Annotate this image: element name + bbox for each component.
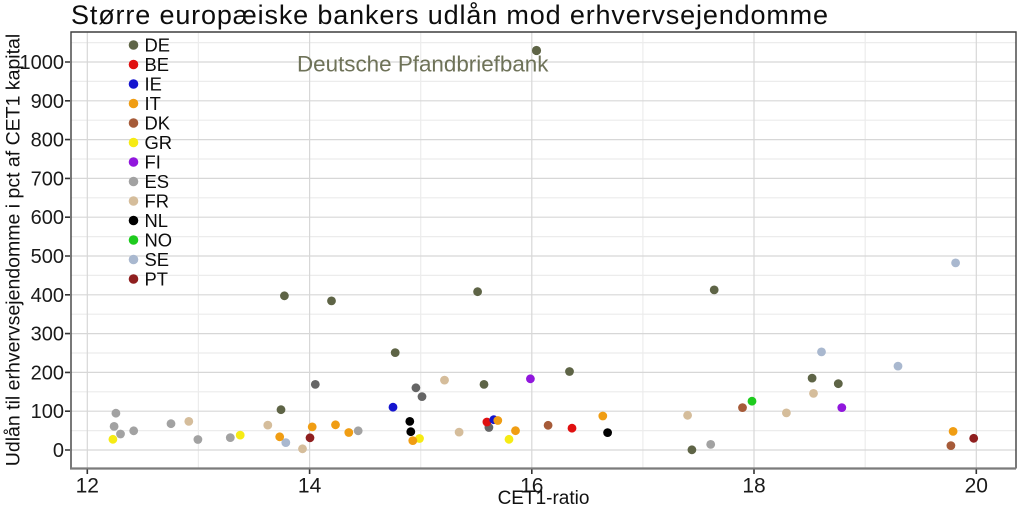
svg-text:500: 500 <box>31 246 64 268</box>
svg-text:IT: IT <box>145 93 161 114</box>
svg-text:NO: NO <box>145 230 173 251</box>
svg-text:ES: ES <box>145 171 170 192</box>
svg-text:CET1-ratio: CET1-ratio <box>498 488 590 509</box>
svg-text:16: 16 <box>520 475 543 498</box>
svg-text:20: 20 <box>965 475 988 498</box>
svg-text:400: 400 <box>31 285 64 307</box>
svg-text:700: 700 <box>31 168 64 190</box>
svg-text:DK: DK <box>145 113 171 134</box>
svg-text:PT: PT <box>145 269 169 290</box>
svg-text:FR: FR <box>145 191 170 212</box>
svg-text:200: 200 <box>31 362 64 384</box>
svg-text:800: 800 <box>31 130 64 152</box>
svg-text:1000: 1000 <box>20 52 65 74</box>
svg-text:Deutsche Pfandbriefbank: Deutsche Pfandbriefbank <box>297 52 549 77</box>
svg-text:0: 0 <box>53 440 64 462</box>
svg-text:600: 600 <box>31 207 64 229</box>
svg-text:IE: IE <box>145 74 162 95</box>
svg-text:900: 900 <box>31 91 64 113</box>
svg-text:BE: BE <box>145 54 170 75</box>
svg-text:Større europæiske bankers udlå: Større europæiske bankers udlån mod erhv… <box>71 0 829 30</box>
svg-text:SE: SE <box>145 249 170 270</box>
svg-text:NL: NL <box>145 210 169 231</box>
svg-text:GR: GR <box>145 132 173 153</box>
svg-text:100: 100 <box>31 401 64 423</box>
svg-text:DE: DE <box>145 35 171 56</box>
svg-text:Udlån til erhvervsejendomme i: Udlån til erhvervsejendomme i pct af CET… <box>3 34 25 466</box>
svg-text:12: 12 <box>76 475 99 498</box>
svg-text:18: 18 <box>742 475 765 498</box>
svg-text:FI: FI <box>145 152 161 173</box>
svg-text:300: 300 <box>31 324 64 346</box>
svg-text:14: 14 <box>298 475 322 498</box>
